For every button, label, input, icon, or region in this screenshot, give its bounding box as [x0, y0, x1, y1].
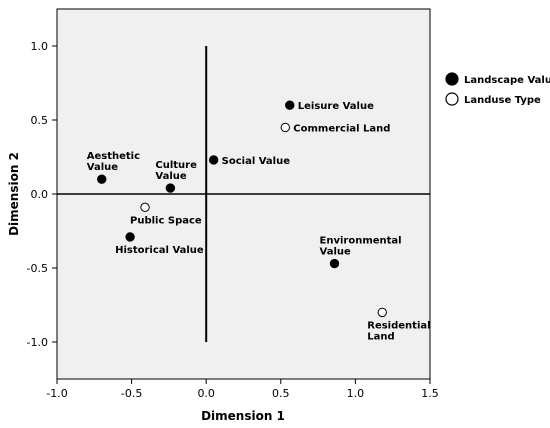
landuse-type-point: [377, 307, 387, 318]
landscape-value-point: [285, 100, 295, 110]
x-tick-label: -1.0: [46, 387, 67, 400]
point-label: Commercial Land: [293, 123, 390, 134]
landscape-value-point: [329, 258, 340, 269]
x-tick-label: 1.0: [347, 387, 365, 400]
point-label: Social Value: [222, 156, 291, 167]
landuse-type-point: [140, 202, 150, 213]
legend: Landscape Value Landuse Type: [445, 72, 550, 106]
x-tick-label: 0.5: [272, 387, 290, 400]
y-axis-title: Dimension 2: [7, 152, 21, 236]
y-tick-label: 0.5: [31, 114, 49, 127]
legend-label: Landscape Value: [464, 75, 550, 86]
x-tick-label: 1.5: [421, 387, 439, 400]
point-label: Land: [367, 331, 394, 342]
point-label: Public Space: [130, 215, 202, 226]
point-label: Environmental: [320, 236, 402, 247]
legend-filled-circle-icon: [445, 72, 459, 86]
legend-label: Landuse Type: [464, 95, 541, 106]
y-tick-label: 1.0: [31, 40, 49, 53]
point-label: Value: [320, 247, 351, 258]
legend-open-circle-icon: [445, 92, 459, 106]
point-label: Aesthetic: [87, 151, 140, 162]
point-label: Leisure Value: [298, 101, 374, 112]
point-label: Residential: [367, 320, 430, 331]
y-tick-label: -0.5: [27, 262, 48, 275]
landscape-value-point: [208, 155, 219, 165]
point-label: Historical Value: [115, 245, 204, 256]
x-axis-title: Dimension 1: [201, 409, 285, 423]
reference-lines: [57, 46, 430, 342]
x-tick-label: 0.0: [197, 387, 215, 400]
landscape-value-point: [125, 232, 135, 242]
landscape-value-point: [97, 174, 107, 184]
x-axis-ticks: -1.0 -0.5 0.0 0.5 1.0 1.5: [46, 379, 439, 400]
y-axis-ticks: 1.0 0.5 0.0 -0.5 -1.0: [27, 40, 57, 349]
point-label: Value: [87, 162, 118, 173]
y-tick-label: 0.0: [31, 188, 49, 201]
x-tick-label: -0.5: [121, 387, 142, 400]
point-label: Value: [155, 171, 186, 182]
y-tick-label: -1.0: [27, 336, 48, 349]
landuse-type-point: [280, 122, 290, 133]
landscape-value-point: [165, 183, 176, 193]
point-label: Culture: [155, 160, 197, 171]
